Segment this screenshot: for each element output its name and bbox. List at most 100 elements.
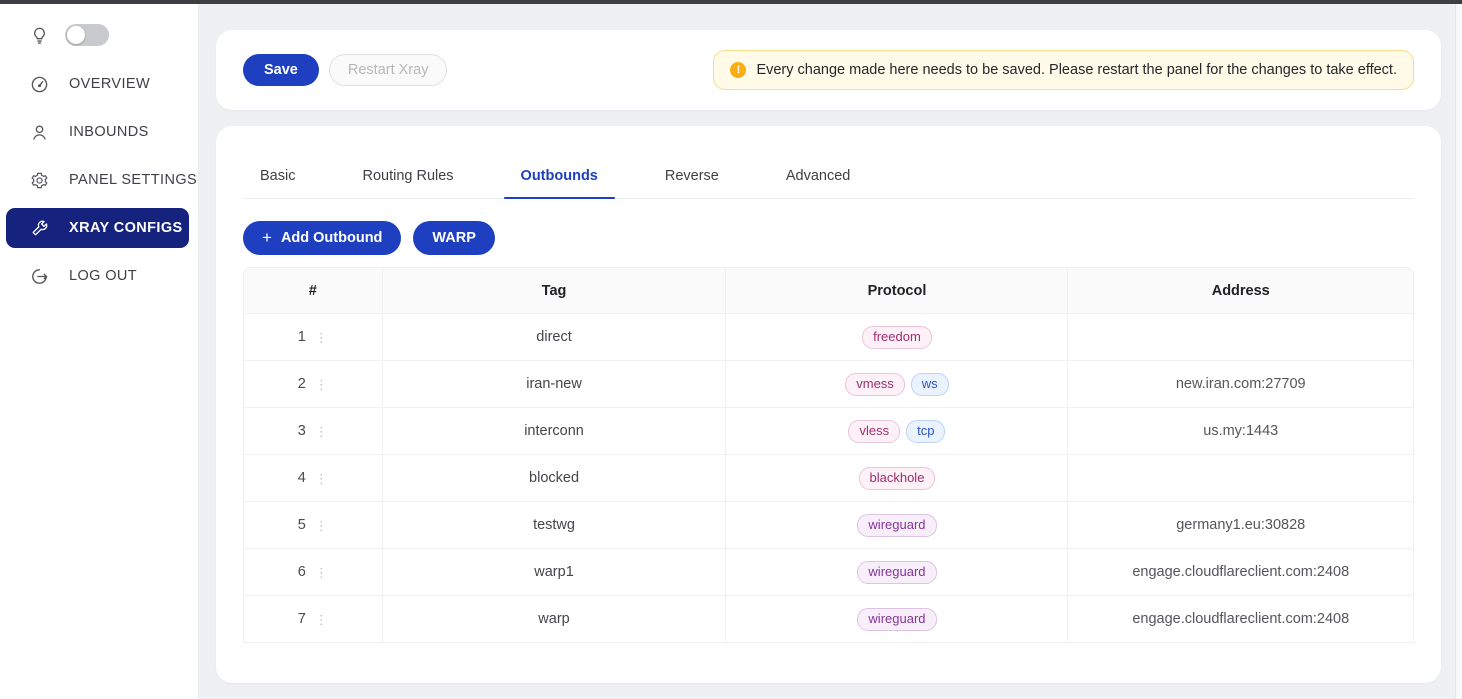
table-row: 7 ⋮ warp wireguard engage.cloudflareclient.c… xyxy=(243,596,1414,643)
row-number-cell: 3 ⋮ xyxy=(243,408,383,455)
theme-toggle[interactable] xyxy=(65,24,109,46)
tab-routing-rules[interactable]: Routing Rules xyxy=(362,168,454,184)
toolbar-card: Save Restart Xray ! Every change made he… xyxy=(216,30,1441,110)
row-protocols: vmess ws xyxy=(726,361,1069,408)
sidebar-item-label: LOG OUT xyxy=(69,268,138,284)
add-outbound-button[interactable]: + Add Outbound xyxy=(243,221,402,255)
row-number: 2 xyxy=(297,376,306,392)
table-row: 6 ⋮ warp1 wireguard engage.cloudflareclient.… xyxy=(243,549,1414,596)
row-address: germany1.eu:30828 xyxy=(1068,502,1414,549)
warning-icon: ! xyxy=(730,62,747,78)
table-row: 2 ⋮ iran-new vmess ws new.iran.com:27709 xyxy=(243,361,1414,408)
row-address: engage.cloudflareclient.com:2408 xyxy=(1068,549,1414,596)
lightbulb-icon xyxy=(30,26,49,45)
row-number-cell: 4 ⋮ xyxy=(243,455,383,502)
main-area: Save Restart Xray ! Every change made he… xyxy=(199,4,1455,699)
wrench-icon xyxy=(30,219,49,238)
tab-advanced[interactable]: Advanced xyxy=(785,168,851,184)
col-number: # xyxy=(243,267,383,314)
tab-outbounds[interactable]: Outbounds xyxy=(503,168,616,199)
row-address: new.iran.com:27709 xyxy=(1068,361,1414,408)
row-address xyxy=(1068,314,1414,361)
restart-xray-button[interactable]: Restart Xray xyxy=(328,54,448,86)
tab-reverse[interactable]: Reverse xyxy=(664,168,719,184)
sidebar-item-label: OVERVIEW xyxy=(69,76,151,92)
sidebar-item-xray-configs[interactable]: XRAY CONFIGS xyxy=(6,208,189,248)
row-number: 5 xyxy=(297,517,306,533)
row-menu-icon[interactable]: ⋮ xyxy=(314,517,328,533)
row-protocols: wireguard xyxy=(726,596,1069,643)
protocol-badge: wireguard xyxy=(857,607,937,631)
row-protocols: vless tcp xyxy=(726,408,1069,455)
row-protocols: blackhole xyxy=(726,455,1069,502)
row-number: 3 xyxy=(297,423,306,439)
row-menu-icon[interactable]: ⋮ xyxy=(314,376,328,392)
col-tag: Tag xyxy=(382,267,727,314)
row-number: 7 xyxy=(297,611,306,627)
col-address: Address xyxy=(1068,267,1414,314)
user-icon xyxy=(30,123,49,142)
row-tag: blocked xyxy=(382,455,727,502)
row-protocols: wireguard xyxy=(726,549,1069,596)
sidebar-item-overview[interactable]: OVERVIEW xyxy=(0,60,198,108)
row-tag: warp1 xyxy=(382,549,727,596)
row-menu-icon[interactable]: ⋮ xyxy=(314,564,328,580)
browser-top-strip xyxy=(0,0,1462,4)
sidebar-item-label: XRAY CONFIGS xyxy=(69,220,183,236)
row-menu-icon[interactable]: ⋮ xyxy=(314,423,328,439)
gear-icon xyxy=(30,171,49,190)
row-number: 1 xyxy=(297,329,306,345)
row-tag: direct xyxy=(382,314,727,361)
protocol-badge: ws xyxy=(910,372,949,396)
protocol-badge: wireguard xyxy=(857,513,937,537)
add-outbound-label: Add Outbound xyxy=(280,230,383,246)
save-button[interactable]: Save xyxy=(243,54,319,86)
row-menu-icon[interactable]: ⋮ xyxy=(314,611,328,627)
row-tag: testwg xyxy=(382,502,727,549)
sidebar-item-inbounds[interactable]: INBOUNDS xyxy=(0,108,198,156)
toggle-knob xyxy=(67,26,85,44)
row-address: engage.cloudflareclient.com:2408 xyxy=(1068,596,1414,643)
row-number: 4 xyxy=(297,470,306,486)
row-number-cell: 1 ⋮ xyxy=(243,314,383,361)
plus-icon: + xyxy=(262,228,272,247)
row-number-cell: 7 ⋮ xyxy=(243,596,383,643)
protocol-badge: tcp xyxy=(906,419,946,443)
table-row: 1 ⋮ direct freedom xyxy=(243,314,1414,361)
sidebar-item-label: INBOUNDS xyxy=(69,124,149,140)
outbounds-table-body: 1 ⋮ direct freedom 2 ⋮ iran-new vmess ws new.iran… xyxy=(243,314,1414,643)
protocol-badge: wireguard xyxy=(857,560,937,584)
theme-row xyxy=(0,14,198,56)
outbound-actions: + Add Outbound WARP xyxy=(243,221,1414,255)
tab-basic[interactable]: Basic xyxy=(260,168,296,184)
protocol-badge: freedom xyxy=(862,325,932,349)
sidebar-item-log-out[interactable]: LOG OUT xyxy=(0,252,198,300)
xray-configs-card: Basic Routing Rules Outbounds Reverse Ad… xyxy=(216,126,1441,683)
logout-icon xyxy=(30,267,49,286)
row-number: 6 xyxy=(297,564,306,580)
row-tag: warp xyxy=(382,596,727,643)
warp-button[interactable]: WARP xyxy=(413,221,495,255)
table-row: 4 ⋮ blocked blackhole xyxy=(243,455,1414,502)
scrollbar-track[interactable] xyxy=(1455,4,1462,699)
row-menu-icon[interactable]: ⋮ xyxy=(314,329,328,345)
outbounds-table: # Tag Protocol Address 1 ⋮ direct freedom 2 ⋮… xyxy=(243,267,1414,643)
protocol-badge: vmess xyxy=(845,372,905,396)
sidebar: OVERVIEW INBOUNDS PANEL SETTINGS XRAY CO… xyxy=(0,4,199,699)
table-header-row: # Tag Protocol Address xyxy=(243,267,1414,314)
table-row: 5 ⋮ testwg wireguard germany1.eu:30828 xyxy=(243,502,1414,549)
dashboard-icon xyxy=(30,75,49,94)
protocol-badge: blackhole xyxy=(858,466,936,490)
row-menu-icon[interactable]: ⋮ xyxy=(314,470,328,486)
row-address xyxy=(1068,455,1414,502)
table-row: 3 ⋮ interconn vless tcp us.my:1443 xyxy=(243,408,1414,455)
row-number-cell: 2 ⋮ xyxy=(243,361,383,408)
alert-text: Every change made here needs to be saved… xyxy=(756,62,1397,78)
row-number-cell: 6 ⋮ xyxy=(243,549,383,596)
row-protocols: freedom xyxy=(726,314,1069,361)
row-tag: interconn xyxy=(382,408,727,455)
row-protocols: wireguard xyxy=(726,502,1069,549)
sidebar-item-label: PANEL SETTINGS xyxy=(69,172,198,188)
row-tag: iran-new xyxy=(382,361,727,408)
sidebar-item-panel-settings[interactable]: PANEL SETTINGS xyxy=(0,156,198,204)
